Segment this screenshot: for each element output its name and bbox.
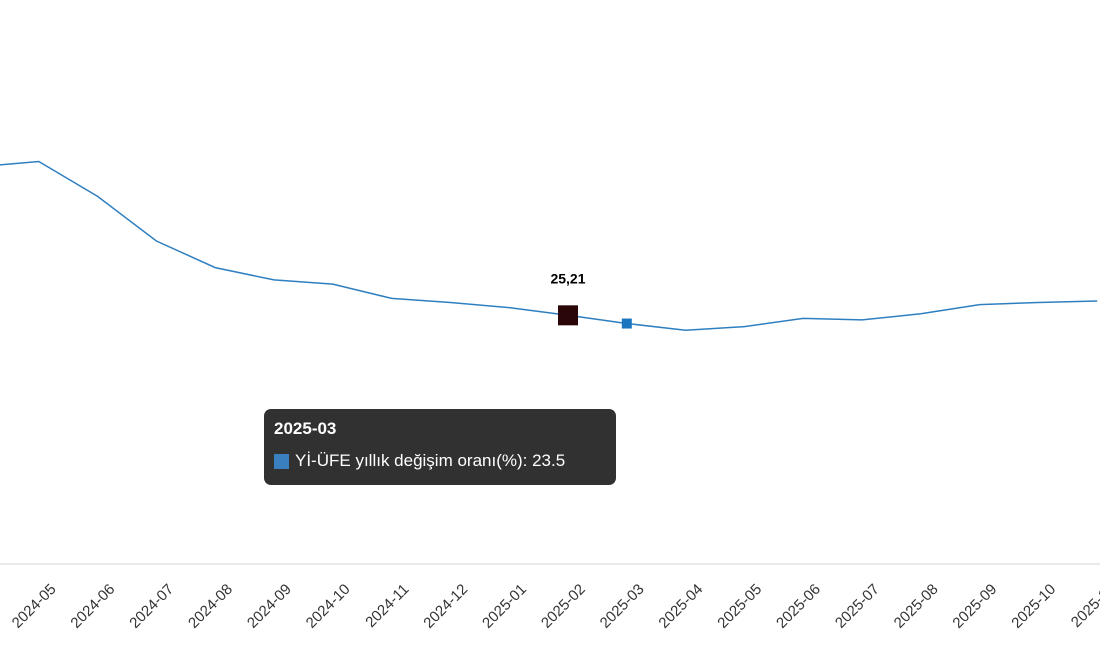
x-tick-label: 2025-04 xyxy=(655,581,706,632)
x-tick-label: 2024-09 xyxy=(244,581,295,632)
tooltip-title: 2025-03 xyxy=(274,419,337,438)
data-labels: 25,21 xyxy=(550,270,585,286)
x-tick-label: 2025-02 xyxy=(538,581,589,632)
x-tick-label: 2025-08 xyxy=(891,581,942,632)
tooltip-series-label: Yİ-ÜFE yıllık değişim oranı(%): 23.5 xyxy=(295,451,566,470)
series-line-0 xyxy=(0,160,1098,331)
x-tick-label: 2025-06 xyxy=(773,581,824,632)
active-point-marker[interactable] xyxy=(621,318,632,329)
x-tick-label: 2024-04 xyxy=(0,581,1,632)
x-tick-label: 2025-07 xyxy=(832,581,883,632)
x-tick-label: 2025-05 xyxy=(714,581,765,632)
x-tick-label: 2024-08 xyxy=(185,581,236,632)
x-tick-label: 2024-05 xyxy=(9,581,60,632)
chart-tooltip: 2025-03 Yİ-ÜFE yıllık değişim oranı(%): … xyxy=(264,409,616,485)
x-tick-label: 2025-03 xyxy=(597,581,648,632)
x-tick-label: 2024-06 xyxy=(67,581,118,632)
data-label: 25,21 xyxy=(550,270,585,286)
x-tick-label: 2024-11 xyxy=(362,581,412,631)
plot-area xyxy=(0,160,1098,331)
x-tick-label: 2024-12 xyxy=(420,581,471,632)
highlight-marker xyxy=(558,305,578,326)
x-tick-label: 2024-07 xyxy=(126,581,177,632)
tooltip-series-swatch xyxy=(274,453,289,469)
x-tick-label: 2025-11 xyxy=(1068,581,1100,631)
tooltip-series-row: Yİ-ÜFE yıllık değişim oranı(%): 23.5 xyxy=(274,451,606,471)
x-tick-label: 2025-09 xyxy=(949,581,1000,632)
x-tick-label: 2025-01 xyxy=(479,581,530,632)
x-tick-label: 2024-10 xyxy=(303,581,354,632)
x-tick-label: 2025-10 xyxy=(1008,581,1059,632)
x-axis-ticks: 2024-042024-052024-062024-072024-082024-… xyxy=(0,581,1100,632)
